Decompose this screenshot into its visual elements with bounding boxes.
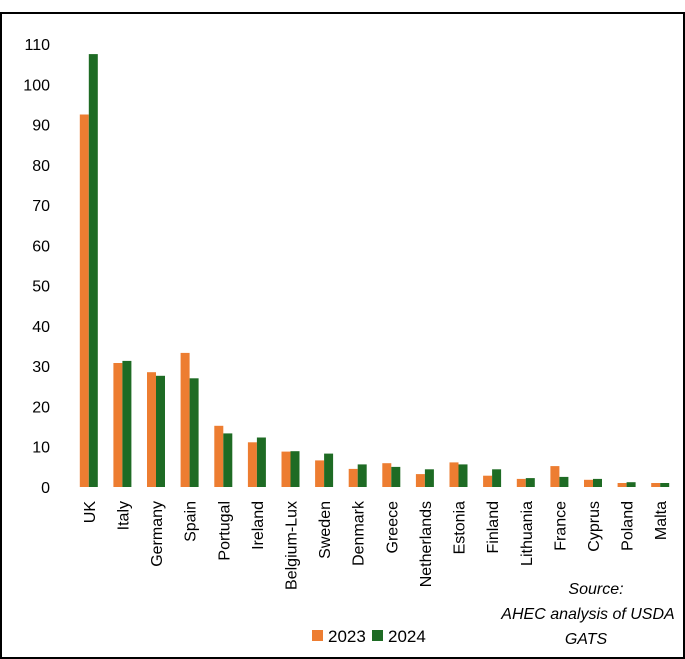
- y-tick-label-50: 50: [32, 279, 50, 296]
- bar-france-2024: [559, 476, 569, 487]
- x-tick-label-spain: Spain: [183, 501, 200, 542]
- bar-ireland-2023: [247, 442, 257, 487]
- x-tick-label-uk: UK: [82, 501, 99, 524]
- bar-italy-2023: [113, 363, 123, 487]
- bar-germany-2024: [156, 375, 165, 487]
- bar-poland-2023: [617, 483, 627, 487]
- bar-ireland-2024: [256, 437, 266, 487]
- y-tick-label-100: 100: [23, 77, 50, 94]
- x-tick-label-sweden: Sweden: [317, 501, 334, 559]
- bar-sweden-2023: [315, 460, 325, 487]
- bar-cyprus-2023: [584, 479, 593, 487]
- x-tick-label-malta: Malta: [653, 501, 670, 540]
- bar-netherlands-2024: [424, 469, 434, 487]
- legend-label-2023: 2023: [328, 627, 366, 646]
- x-tick-label-denmark: Denmark: [351, 500, 368, 566]
- x-tick-label-greece: Greece: [384, 501, 401, 554]
- bar-netherlands-2023: [415, 474, 425, 487]
- bar-france-2023: [550, 466, 560, 487]
- x-tick-label-poland: Poland: [620, 501, 637, 551]
- y-tick-label-60: 60: [32, 238, 50, 255]
- x-tick-label-cyprus: Cyprus: [586, 501, 603, 552]
- bar-malta-2023: [651, 483, 661, 487]
- chart-border: [0, 12, 685, 659]
- bar-spain-2024: [189, 378, 199, 487]
- bar-spain-2023: [180, 352, 190, 487]
- bar-estonia-2024: [458, 464, 468, 487]
- bar-belgium-lux-2024: [290, 451, 300, 487]
- source-line-3: GATS: [565, 631, 608, 648]
- x-tick-label-finland: Finland: [485, 501, 502, 553]
- y-axis: 0 10 20 30 40 50 60 70 80 90 100 110: [23, 37, 50, 497]
- bar-greece-2024: [391, 466, 401, 487]
- x-tick-label-france: France: [552, 501, 569, 551]
- bar-uk-2024: [88, 54, 98, 487]
- y-tick-label-90: 90: [32, 118, 50, 135]
- source-line-1: Source:: [568, 581, 623, 598]
- bars: [79, 54, 670, 487]
- bar-uk-2023: [79, 114, 89, 487]
- bar-denmark-2023: [348, 468, 358, 487]
- legend-label-2024: 2024: [388, 627, 426, 646]
- bar-italy-2024: [122, 360, 132, 487]
- y-tick-label-70: 70: [32, 198, 50, 215]
- x-tick-label-germany: Germany: [149, 501, 166, 567]
- bar-estonia-2023: [449, 462, 459, 487]
- bar-cyprus-2024: [593, 478, 602, 487]
- x-tick-label-italy: Italy: [115, 501, 132, 530]
- x-tick-label-estonia: Estonia: [452, 501, 469, 554]
- bar-portugal-2024: [223, 433, 233, 487]
- x-tick-label-netherlands: Netherlands: [418, 501, 435, 587]
- bar-sweden-2024: [324, 453, 334, 487]
- x-tick-label-belgium-lux: Belgium-Lux: [284, 501, 301, 590]
- x-tick-label-portugal: Portugal: [216, 501, 233, 561]
- bar-belgium-lux-2023: [281, 451, 291, 487]
- bar-finland-2024: [492, 469, 502, 487]
- y-tick-label-110: 110: [24, 37, 50, 54]
- bar-portugal-2023: [214, 425, 224, 487]
- x-tick-label-lithuania: Lithuania: [519, 501, 536, 566]
- y-tick-label-20: 20: [32, 399, 50, 416]
- y-tick-label-30: 30: [32, 359, 50, 376]
- y-tick-label-40: 40: [32, 319, 50, 336]
- bar-malta-2024: [660, 483, 670, 487]
- bar-finland-2023: [483, 475, 493, 487]
- bar-lithuania-2023: [516, 478, 526, 487]
- x-tick-label-ireland: Ireland: [250, 501, 267, 550]
- y-tick-label-10: 10: [32, 440, 50, 457]
- y-tick-label-0: 0: [41, 480, 50, 497]
- bar-poland-2024: [626, 482, 636, 487]
- x-axis-labels: UK Italy Germany Spain Portugal Ireland Belgiu…: [82, 500, 670, 590]
- legend-swatch-2024: [372, 630, 383, 641]
- source-line-2: AHEC analysis of USDA: [500, 606, 674, 623]
- bar-lithuania-2024: [525, 478, 535, 487]
- bar-denmark-2024: [357, 464, 367, 487]
- legend: 2023 2024: [312, 627, 426, 646]
- bar-germany-2023: [147, 372, 156, 487]
- y-tick-label-80: 80: [32, 158, 50, 175]
- legend-swatch-2023: [312, 630, 323, 641]
- bar-greece-2023: [382, 463, 392, 487]
